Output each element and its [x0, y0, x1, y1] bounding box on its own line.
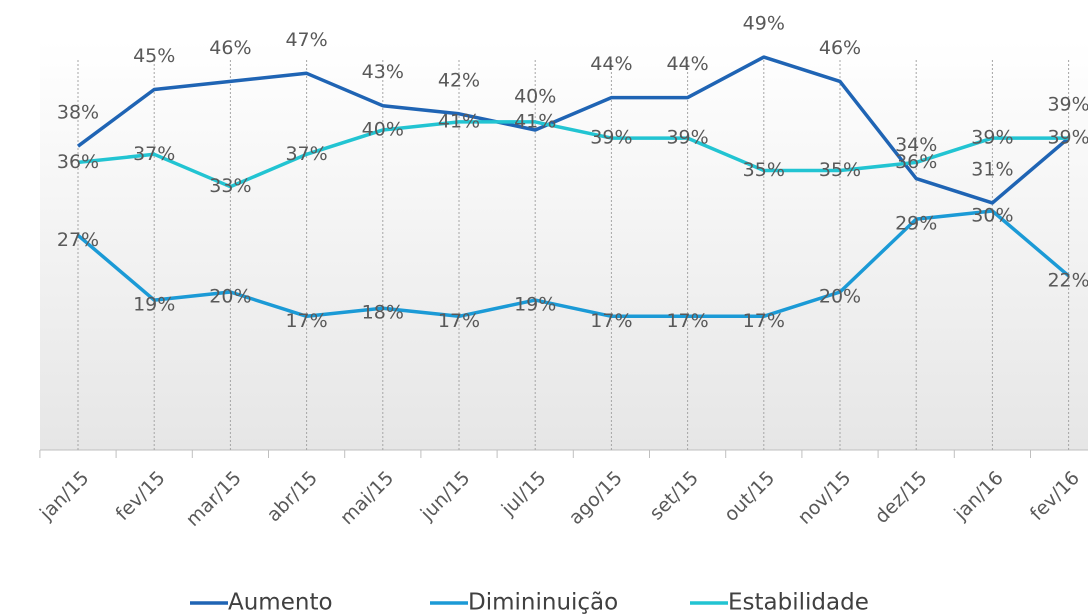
data-label: 20%: [819, 286, 861, 308]
data-label: 47%: [285, 29, 327, 51]
data-label: 18%: [362, 302, 404, 324]
data-label: 35%: [743, 159, 785, 181]
data-label: 36%: [57, 151, 99, 173]
data-label: 35%: [819, 159, 861, 181]
data-label: 17%: [666, 310, 708, 332]
legend-label: Dimininuição: [468, 590, 618, 616]
data-label: 39%: [971, 127, 1013, 149]
data-label: 41%: [514, 110, 556, 132]
data-label: 22%: [1047, 269, 1088, 291]
data-label: 17%: [438, 310, 480, 332]
data-label: 29%: [895, 213, 937, 235]
data-label: 37%: [285, 143, 327, 165]
x-tick-label: fev/16: [1026, 467, 1084, 525]
x-tick-label: jan/15: [35, 467, 93, 525]
data-label: 39%: [590, 127, 632, 149]
data-label: 44%: [590, 53, 632, 75]
data-label: 38%: [57, 102, 99, 124]
data-label: 45%: [133, 45, 175, 67]
data-label: 34%: [895, 134, 937, 156]
data-label: 17%: [285, 310, 327, 332]
data-label: 19%: [514, 294, 556, 316]
x-tick-label: abr/15: [263, 467, 322, 526]
data-label: 19%: [133, 294, 175, 316]
data-label: 46%: [819, 37, 861, 59]
data-label: 17%: [743, 310, 785, 332]
series-line: [77, 120, 1069, 189]
x-tick-label: jun/15: [416, 467, 475, 526]
data-label: 39%: [1047, 94, 1088, 116]
x-tick-label: mai/15: [336, 467, 398, 529]
data-label: 17%: [590, 310, 632, 332]
x-tick-label: jul/15: [497, 467, 551, 521]
x-tick-label: dez/15: [871, 467, 932, 528]
data-label: 36%: [895, 151, 937, 173]
data-label: 49%: [743, 13, 785, 35]
data-label: 40%: [514, 86, 556, 108]
data-label: 39%: [1047, 127, 1088, 149]
x-tick-label: out/15: [720, 467, 779, 526]
legend: Aumento Dimininuição Estabilidade: [190, 590, 869, 616]
plot-area: [40, 40, 1088, 450]
legend-label: Aumento: [228, 590, 333, 616]
x-tick-label: nov/15: [794, 467, 856, 529]
x-tick-label: mar/15: [182, 467, 246, 531]
x-tick-label: ago/15: [565, 467, 627, 529]
data-label: 46%: [209, 37, 251, 59]
data-label: 33%: [209, 175, 251, 197]
data-label: 43%: [362, 61, 404, 83]
data-label: 39%: [666, 127, 708, 149]
data-label: 20%: [209, 286, 251, 308]
data-label: 31%: [971, 158, 1013, 180]
legend-label: Estabilidade: [728, 590, 869, 616]
data-label: 40%: [362, 119, 404, 141]
data-label: 41%: [438, 110, 480, 132]
series-line: [76, 209, 1070, 319]
x-tick-label: fev/15: [111, 467, 169, 525]
data-label: 42%: [438, 69, 480, 91]
x-tick-label: jan/16: [949, 467, 1007, 525]
data-label: 44%: [666, 53, 708, 75]
data-label: 37%: [133, 143, 175, 165]
data-label: 27%: [57, 229, 99, 251]
data-label: 30%: [971, 205, 1013, 227]
x-tick-label: set/15: [645, 467, 703, 525]
